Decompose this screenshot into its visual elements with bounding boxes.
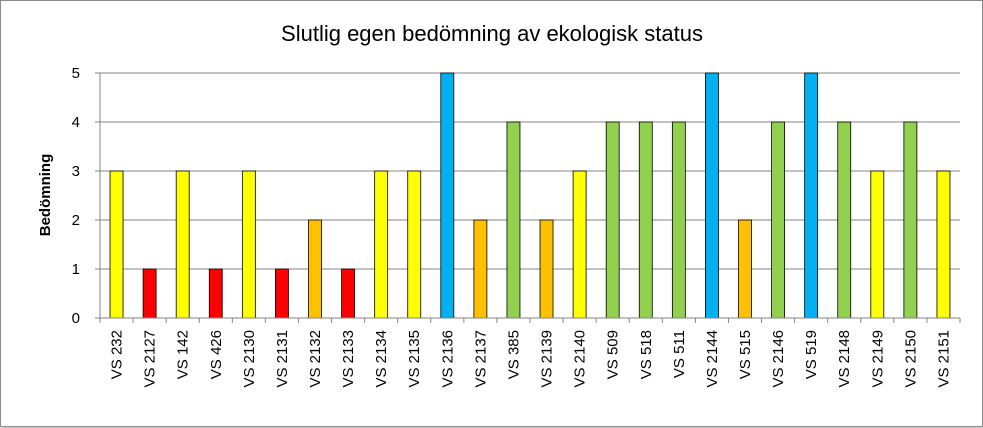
x-tick-label: VS 519: [803, 330, 820, 379]
x-tick-label: VS 515: [737, 330, 754, 379]
bar-vs-511: [671, 121, 686, 319]
x-tick-label: VS 2127: [142, 330, 159, 388]
y-tick-label: 1: [72, 261, 80, 278]
x-tick-label: VS 518: [638, 330, 655, 379]
y-tick-label: 0: [72, 310, 80, 327]
x-tick-label: VS 2148: [836, 330, 853, 388]
x-tick-label: VS 426: [208, 330, 225, 379]
x-tick-label: VS 2133: [340, 330, 357, 388]
x-tick-label: VS 2134: [373, 330, 390, 388]
x-tick-label: VS 142: [175, 330, 192, 379]
bar-vs-515: [738, 219, 752, 319]
bar-vs-2151: [936, 170, 951, 319]
x-tick-label: VS 2149: [869, 330, 886, 388]
y-tick-label: 5: [72, 65, 80, 82]
gridlines: [95, 72, 960, 319]
x-tick-label: VS 509: [605, 330, 622, 379]
bar-vs-2146: [771, 121, 785, 319]
x-tick-label: VS 2146: [770, 330, 787, 388]
y-axis-label: Bedömning: [37, 154, 54, 237]
bar-vs-2139: [539, 219, 554, 319]
x-tick-labels: VS 232 VS 2127 VS 142 VS 426 VS 2130 VS 2131 V…: [109, 330, 953, 388]
bar-vs-232: [109, 170, 124, 319]
bar-vs-2135: [407, 170, 422, 319]
x-tick-label: VS 2140: [572, 330, 589, 388]
bar-vs-509: [605, 121, 620, 319]
bar-vs-142: [175, 170, 190, 319]
x-tick-label: VS 2130: [241, 330, 258, 388]
x-tick-label: VS 2137: [472, 330, 489, 388]
bar-vs-2133: [341, 268, 355, 319]
bar-vs-2127: [142, 268, 157, 319]
bar-vs-2148: [837, 121, 852, 319]
bar-vs-426: [208, 268, 223, 319]
bars: [109, 72, 951, 319]
x-tick-label: VS 385: [505, 330, 522, 379]
bar-vs-518: [638, 121, 653, 319]
bar-vs-2140: [572, 170, 587, 319]
bar-vs-519: [804, 72, 819, 319]
axes: [99, 73, 961, 323]
x-tick-label: VS 2151: [935, 330, 952, 388]
y-tick-labels: 0 1 2 3 4 5: [72, 65, 80, 327]
x-tick-label: VS 2135: [406, 330, 423, 388]
y-tick-label: 4: [72, 114, 80, 131]
x-tick-label: VS 2144: [704, 330, 721, 388]
x-tick-label: VS 2136: [439, 330, 456, 388]
chart-title: Slutlig egen bedömning av ekologisk stat…: [281, 21, 703, 46]
x-tick-label: VS 2150: [902, 330, 919, 388]
x-tick-label: VS 511: [671, 330, 688, 378]
x-tick-label: VS 2139: [539, 330, 556, 388]
bar-vs-2144: [705, 72, 719, 319]
bar-vs-2150: [903, 121, 918, 319]
x-tick-label: VS 2131: [274, 330, 291, 388]
bar-vs-2130: [241, 170, 256, 319]
y-tick-label: 3: [72, 163, 80, 180]
bar-vs-2136: [440, 72, 455, 319]
bar-vs-2134: [374, 170, 389, 319]
y-tick-label: 2: [72, 212, 80, 229]
bar-vs-2132: [308, 219, 322, 319]
bar-vs-2137: [473, 219, 488, 319]
x-tick-label: VS 232: [109, 330, 126, 379]
bar-vs-2131: [275, 268, 289, 319]
bar-vs-385: [506, 121, 521, 319]
x-tick-label: VS 2132: [307, 330, 324, 388]
bar-vs-2149: [870, 170, 885, 319]
